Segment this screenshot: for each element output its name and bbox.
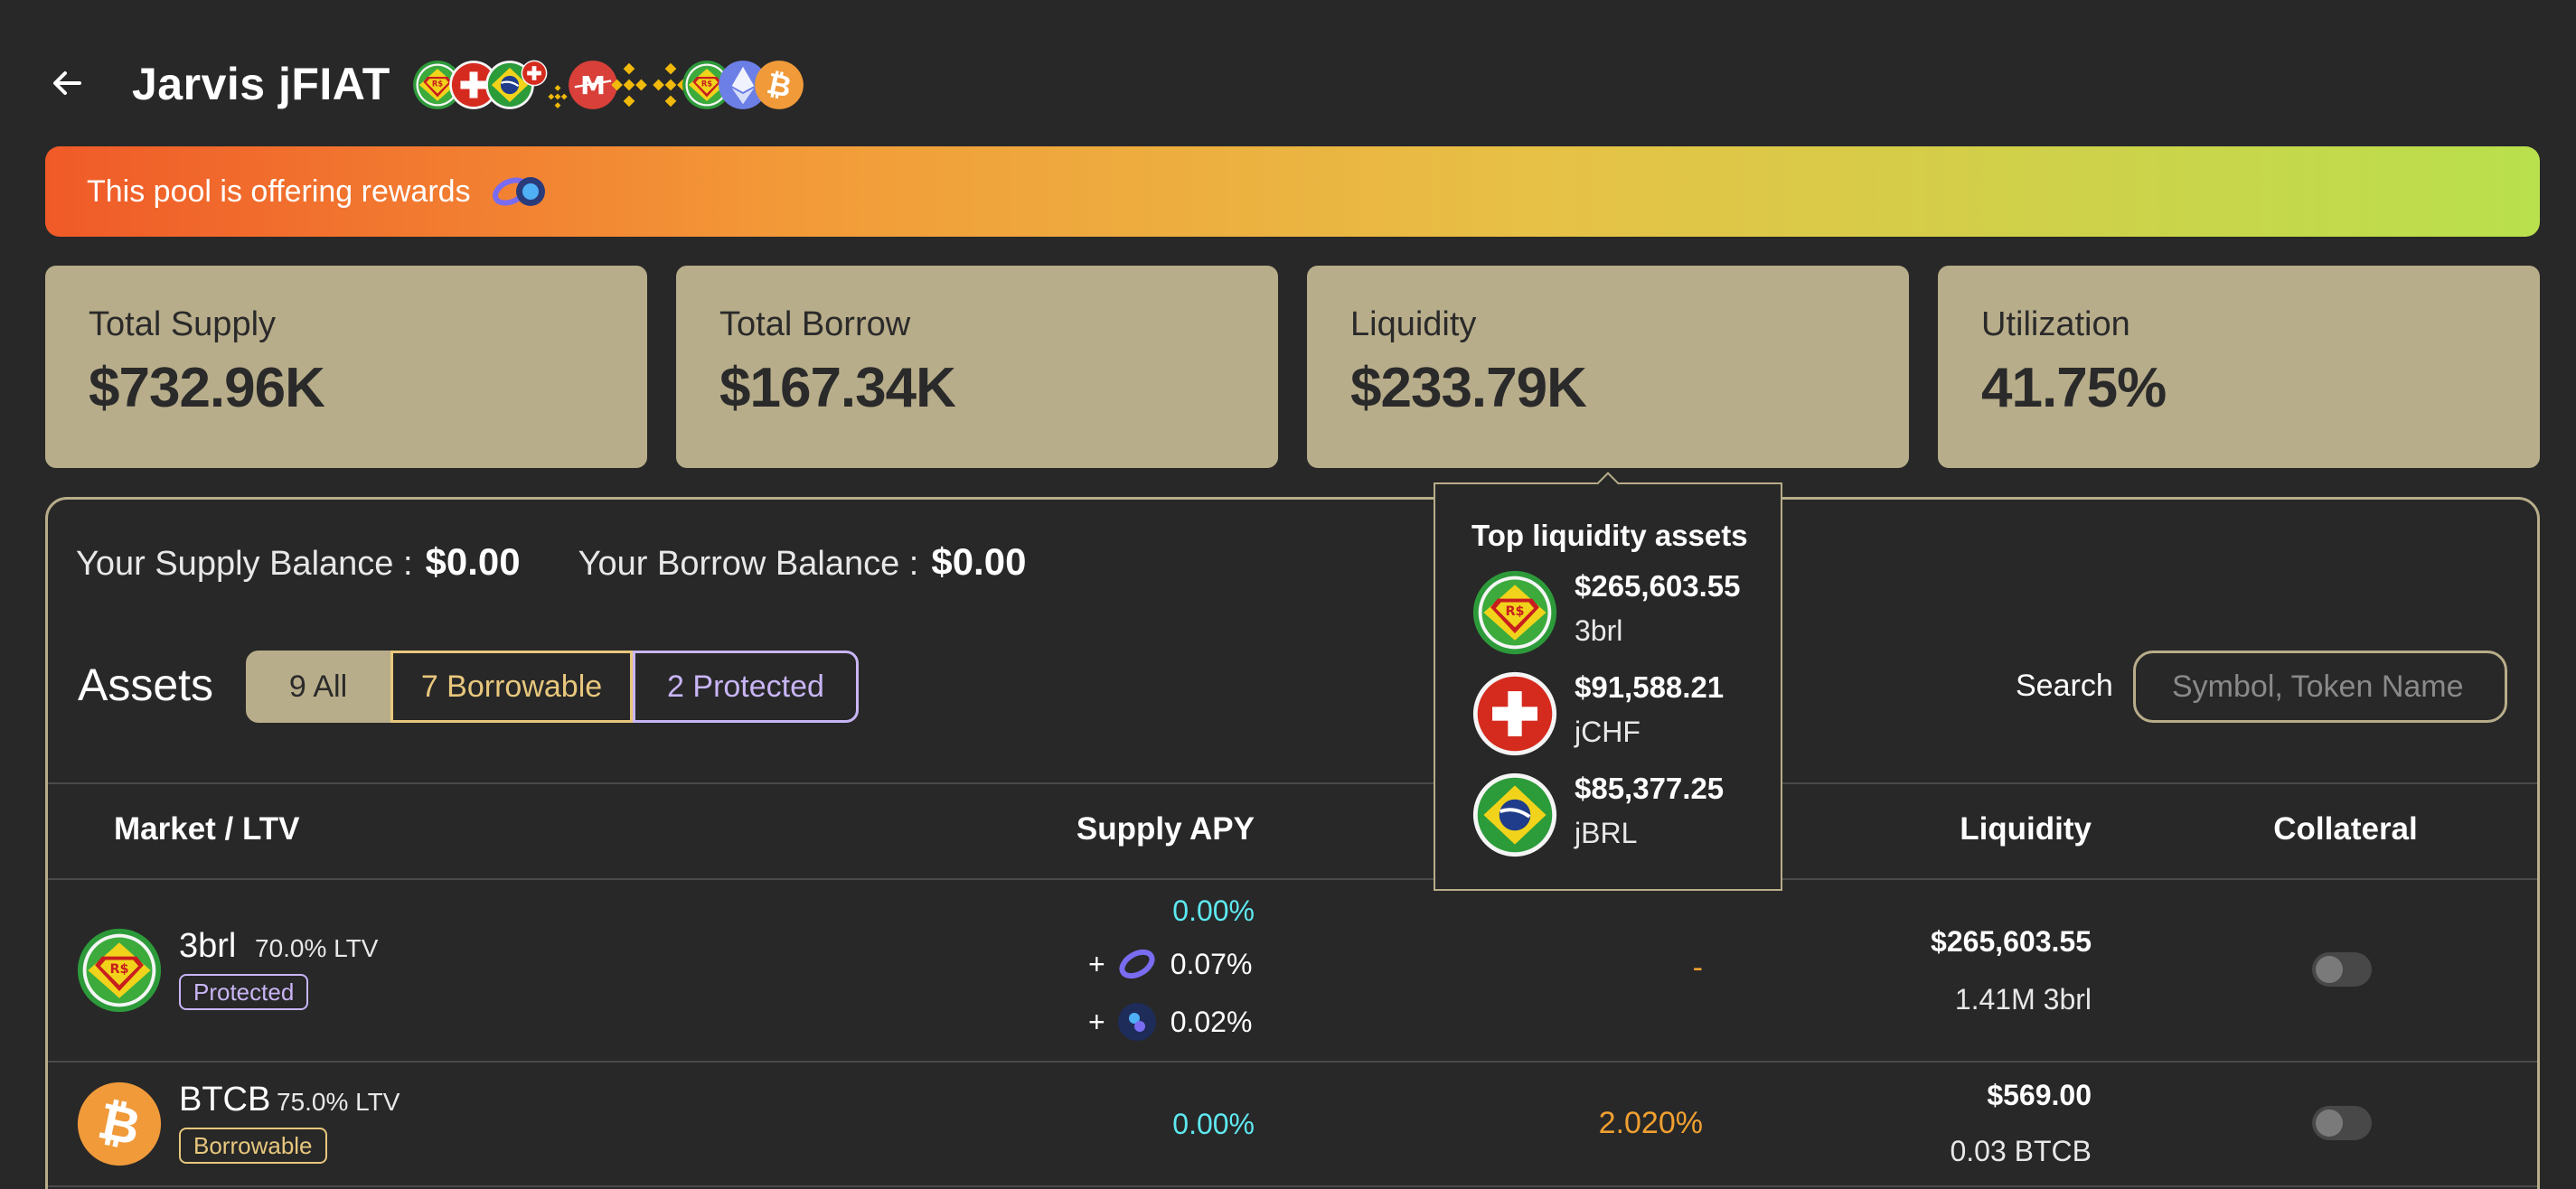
3brl-icon bbox=[76, 927, 163, 1014]
stat-value: $732.96K bbox=[89, 357, 325, 419]
protected-badge: Protected bbox=[179, 974, 309, 1010]
asset-filter-group: 9 All 7 Borrowable 2 Protected bbox=[246, 651, 859, 723]
stat-label: Utilization bbox=[1981, 305, 2130, 343]
assets-title: Assets bbox=[78, 660, 214, 710]
token-ltv: 75.0% LTV bbox=[277, 1088, 400, 1116]
rewards-banner: This pool is offering rewards bbox=[45, 146, 2540, 237]
reward-plus: + bbox=[1088, 947, 1105, 980]
borrow-balance-value: $0.00 bbox=[931, 540, 1027, 583]
rewards-ring-icon bbox=[1119, 949, 1155, 979]
tooltip-item: $91,588.21 jCHF bbox=[1471, 667, 1770, 757]
collateral-toggle[interactable] bbox=[2312, 952, 2372, 987]
stat-value: $233.79K bbox=[1350, 357, 1587, 419]
token-symbol: 3brl bbox=[179, 927, 237, 965]
tooltip-item-usd: $91,588.21 bbox=[1575, 670, 1725, 704]
assets-panel bbox=[45, 497, 2540, 1189]
table-divider bbox=[48, 782, 2537, 784]
stat-value: 41.75% bbox=[1981, 357, 2167, 419]
borrow-balance-label: Your Borrow Balance : bbox=[578, 545, 919, 583]
reward-apy-value: 0.02% bbox=[1170, 1005, 1253, 1038]
jbrl-icon bbox=[1471, 772, 1558, 858]
pool-title: Jarvis jFIAT bbox=[132, 59, 390, 109]
pool-asset-icons bbox=[412, 60, 790, 110]
liquidity-amount: 0.03 BTCB bbox=[1950, 1135, 2092, 1167]
stat-label: Total Borrow bbox=[719, 305, 911, 343]
stat-card-liquidity[interactable]: Liquidity $233.79K bbox=[1307, 266, 1909, 468]
search-label: Search bbox=[2016, 669, 2113, 703]
supply-apy-value: 0.00% bbox=[1172, 894, 1255, 927]
borrow-apy-value: 2.020% bbox=[1598, 1106, 1703, 1140]
reward-plus: + bbox=[1088, 1005, 1105, 1038]
stat-label: Liquidity bbox=[1350, 305, 1477, 343]
tooltip-item-usd: $265,603.55 bbox=[1575, 569, 1741, 603]
rewards-token-icon bbox=[492, 177, 545, 206]
borrow-apy-value: - bbox=[1692, 950, 1703, 985]
back-arrow-icon[interactable] bbox=[45, 61, 89, 105]
supply-balance-value: $0.00 bbox=[425, 540, 521, 583]
balance-row: Your Supply Balance : $0.00 Your Borrow … bbox=[76, 540, 1026, 584]
3brl-icon bbox=[1471, 569, 1558, 656]
header-supply-apy[interactable]: Supply APY bbox=[1076, 811, 1255, 847]
table-divider bbox=[48, 1185, 2537, 1187]
tooltip-item-symbol: jBRL bbox=[1575, 817, 1638, 849]
header-collateral: Collateral bbox=[2273, 811, 2418, 847]
search-input[interactable] bbox=[2133, 651, 2507, 723]
jchf-icon bbox=[1471, 670, 1558, 757]
tooltip-item: $265,603.55 3brl bbox=[1471, 566, 1770, 656]
tooltip-item-symbol: 3brl bbox=[1575, 614, 1623, 647]
stat-label: Total Supply bbox=[89, 305, 277, 343]
filter-borrowable-button[interactable]: 7 Borrowable bbox=[390, 651, 633, 723]
token-ltv: 70.0% LTV bbox=[255, 934, 379, 962]
reward-apy-row: + 0.02% bbox=[1088, 1001, 1252, 1043]
tooltip-title: Top liquidity assets bbox=[1471, 519, 1748, 552]
reward-apy-value: 0.07% bbox=[1170, 947, 1253, 980]
liquidity-usd: $569.00 bbox=[1987, 1079, 2092, 1111]
tooltip-item-symbol: jCHF bbox=[1575, 716, 1641, 748]
tooltip-item: $85,377.25 jBRL bbox=[1471, 768, 1770, 858]
top-liquidity-tooltip: Top liquidity assets $265,603.55 3brl $9… bbox=[1434, 482, 1782, 891]
jchf-small-icon bbox=[521, 60, 548, 87]
supply-balance-label: Your Supply Balance : bbox=[76, 545, 413, 583]
stat-value: $167.34K bbox=[719, 357, 956, 419]
btcb-icon bbox=[754, 60, 804, 110]
table-divider bbox=[48, 878, 2537, 880]
tooltip-item-usd: $85,377.25 bbox=[1575, 772, 1725, 805]
table-divider bbox=[48, 1061, 2537, 1063]
btcb-icon bbox=[76, 1081, 163, 1167]
liquidity-amount: 1.41M 3brl bbox=[1954, 983, 2092, 1016]
header-liquidity[interactable]: Liquidity bbox=[1960, 811, 2092, 847]
liquidity-usd: $265,603.55 bbox=[1931, 925, 2092, 958]
stat-card-total-supply: Total Supply $732.96K bbox=[45, 266, 647, 468]
borrowable-badge: Borrowable bbox=[179, 1128, 327, 1164]
collateral-toggle[interactable] bbox=[2312, 1106, 2372, 1140]
rewards-token-icon bbox=[1117, 1003, 1156, 1041]
filter-all-button[interactable]: 9 All bbox=[246, 651, 390, 723]
stat-card-utilization: Utilization 41.75% bbox=[1938, 266, 2540, 468]
reward-apy-row: + 0.07% bbox=[1088, 943, 1252, 985]
supply-apy-value: 0.00% bbox=[1172, 1108, 1255, 1140]
rewards-text: This pool is offering rewards bbox=[87, 173, 471, 209]
header-market-ltv[interactable]: Market / LTV bbox=[114, 811, 300, 847]
filter-protected-button[interactable]: 2 Protected bbox=[633, 651, 859, 723]
token-symbol: BTCB bbox=[179, 1081, 271, 1119]
stat-card-total-borrow: Total Borrow $167.34K bbox=[676, 266, 1278, 468]
